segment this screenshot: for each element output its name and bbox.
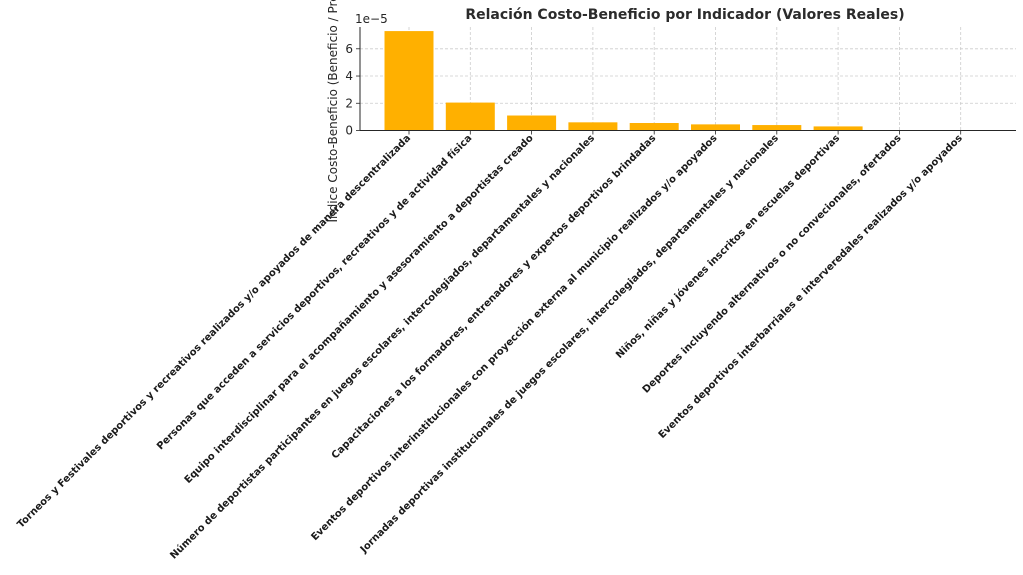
axes xyxy=(356,27,1016,135)
y-tick-label: 4 xyxy=(345,69,353,83)
bar xyxy=(752,125,802,131)
x-tick-label: Torneos y Festivales deportivos y recrea… xyxy=(15,133,413,531)
grid-lines xyxy=(360,27,1016,131)
x-tick-label: Niños, niñas y jóvenes inscritos en escu… xyxy=(613,132,842,361)
x-tick-label: Personas que acceden a servicios deporti… xyxy=(154,132,474,452)
x-tick-label: Número de deportistas participantes en j… xyxy=(168,132,597,561)
bar xyxy=(813,126,863,131)
bar xyxy=(568,122,618,131)
bars xyxy=(384,31,986,131)
y-tick-label: 0 xyxy=(345,124,353,138)
bar xyxy=(445,102,495,131)
y-tick-label: 6 xyxy=(345,42,353,56)
bar xyxy=(691,124,740,131)
y-axis-offset-text: 1e−5 xyxy=(355,12,388,26)
x-tick-label: Jornadas deportivas institucionales de j… xyxy=(358,133,781,556)
y-tick-label: 2 xyxy=(345,96,353,110)
x-tick-labels: Torneos y Festivales deportivos y recrea… xyxy=(15,132,964,561)
y-tick-labels: 0 2 4 6 xyxy=(345,42,353,138)
bar xyxy=(629,123,679,131)
x-tick-label: Eventos deportivos interbarriales e inte… xyxy=(657,133,965,441)
bar xyxy=(384,31,434,131)
chart-title: Relación Costo-Beneficio por Indicador (… xyxy=(465,7,904,23)
x-tick-label: Eventos deportivos interinstitucionales … xyxy=(309,132,720,543)
bar xyxy=(507,115,557,131)
y-axis-label: Índice Costo-Beneficio (Beneficio / Pres… xyxy=(325,0,340,223)
